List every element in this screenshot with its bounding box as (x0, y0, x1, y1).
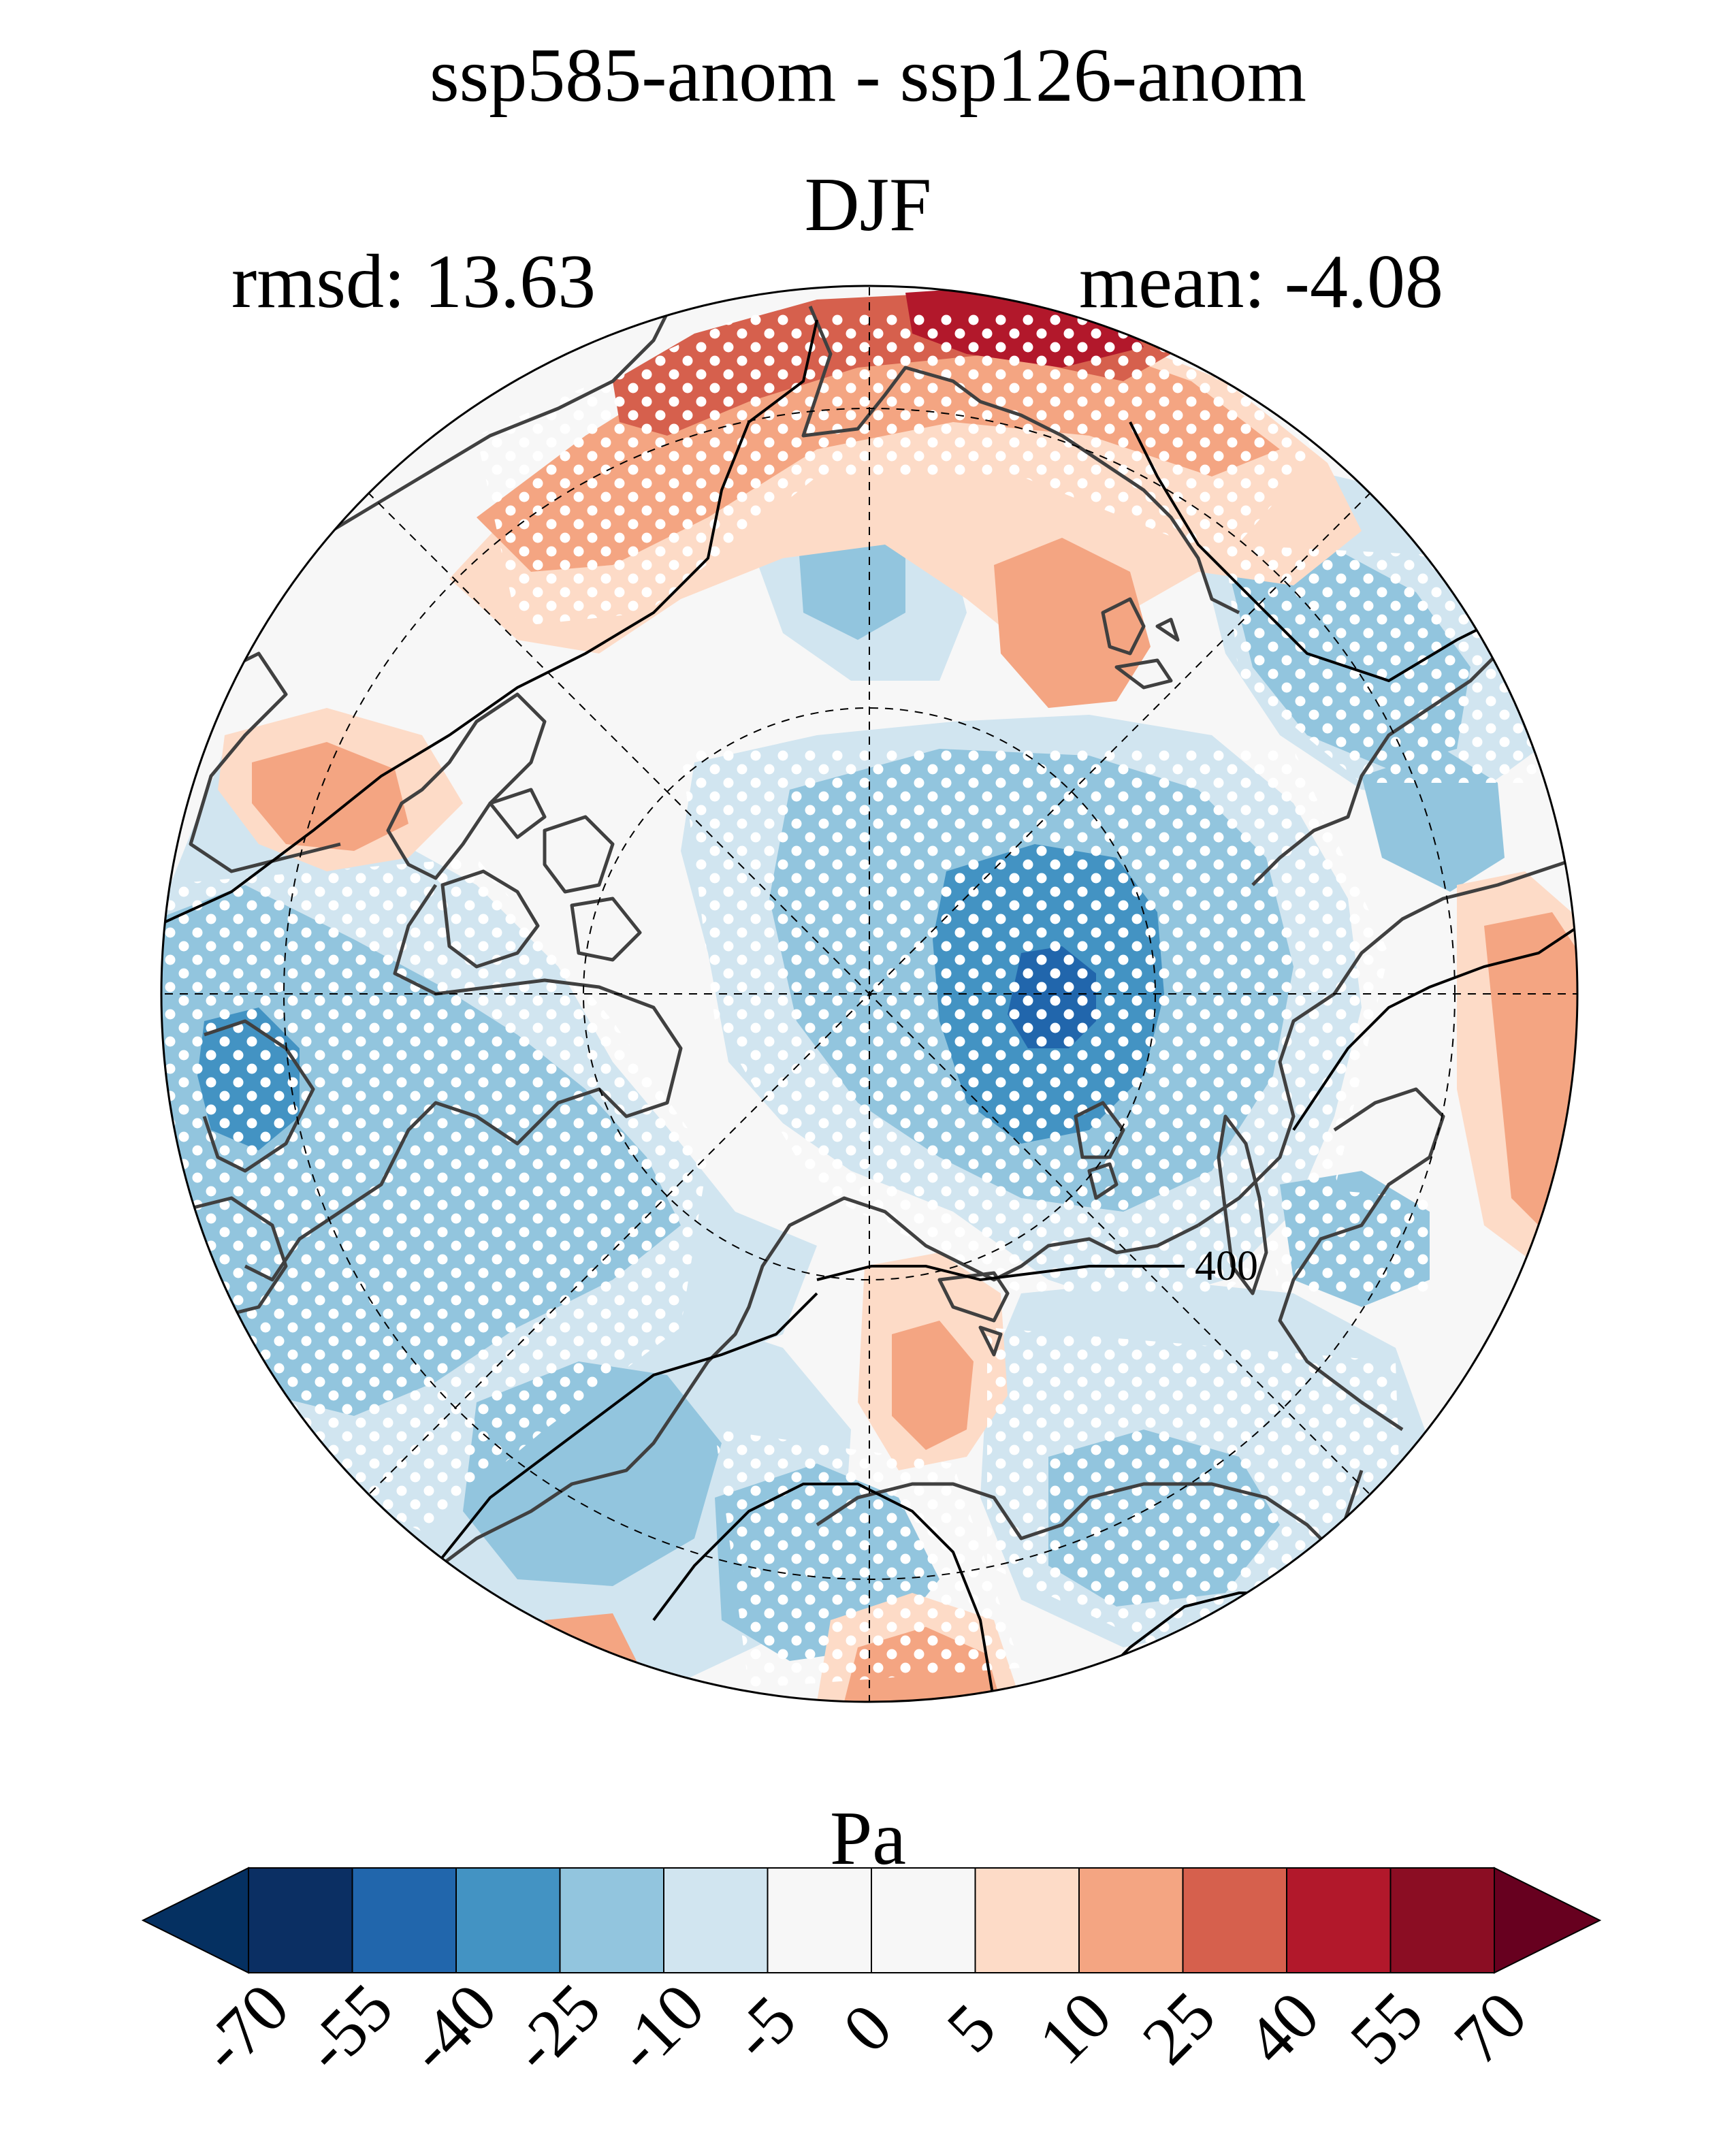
colorbar-tick-label: -5 (717, 1981, 810, 2074)
coastline-scandinavia (1251, 638, 1539, 886)
stipple-overlay (161, 313, 1539, 1688)
colorbar-extend-max (1494, 1867, 1602, 1974)
contour-400-bottom (652, 1483, 995, 1702)
colorbar-cell (1389, 1867, 1495, 1973)
colorbar-cell (351, 1867, 457, 1973)
rmsd-label: rmsd: 13.63 (231, 240, 596, 324)
colorbar-tick-label: -25 (497, 1969, 615, 2087)
colorbar-cell (1182, 1867, 1287, 1973)
colorbar-tick-label: 5 (933, 1989, 1010, 2067)
colorbar-tick-label: -10 (601, 1969, 719, 2087)
season-label: DJF (804, 163, 932, 247)
field-weak-positive-east (1484, 912, 1577, 1239)
colorbar-cell (248, 1867, 353, 1973)
field-weak-positive-northeast (994, 538, 1151, 708)
colorbar-cell (1286, 1867, 1392, 1973)
coastline-alaska (176, 1019, 315, 1323)
contour-label-400: 400 (1195, 1243, 1258, 1289)
contour-400-north (161, 319, 818, 927)
graticule (161, 286, 1577, 1702)
coastline-canadian-archipelago (440, 788, 642, 969)
contour-400-southwest (380, 1292, 818, 1621)
map-boundary (160, 285, 1579, 1703)
field-weak-negative-east (1362, 749, 1505, 892)
contour-lines (161, 319, 1577, 1702)
colorbar-cell (455, 1867, 561, 1973)
colorbar-extend-min (141, 1867, 249, 1974)
coastline-svalbard (1074, 1101, 1125, 1200)
colorbar-units: Pa (830, 1796, 906, 1881)
anomaly-field: 400 (161, 286, 1577, 1702)
colorbar: -70-55-40-25-10-5 0 5 10 25 40 55 70 (141, 1867, 1602, 2087)
mean-label: mean: -4.08 (1079, 240, 1443, 324)
coastlines (176, 306, 1577, 1621)
colorbar-tick-label: 55 (1336, 1977, 1437, 2078)
field-weak-positive-west (252, 742, 408, 851)
coastline-north-europe (801, 306, 1240, 615)
colorbar-cell (663, 1867, 769, 1973)
coastline-franz-josef (1101, 597, 1180, 690)
colorbar-cell (1078, 1867, 1184, 1973)
colorbar-tick-label: -70 (186, 1969, 304, 2087)
colorbar-cells (141, 1867, 1602, 1974)
coastline-east-asia (937, 1271, 1010, 1357)
contour-400-northeast (1129, 421, 1512, 683)
colorbar-tick-label: -40 (393, 1969, 511, 2087)
field-weak-positive-south (892, 1321, 974, 1450)
colorbar-cell (974, 1867, 1080, 1973)
colorbar-cell (767, 1867, 872, 1973)
colorbar-tick-labels: -70-55-40-25-10-5 0 5 10 25 40 55 70 (186, 1969, 1541, 2087)
coastline-novaya-zemlya (1217, 1114, 1268, 1295)
colorbar-tick-label: -55 (289, 1969, 407, 2087)
colorbar-tick-label: 40 (1232, 1977, 1333, 2078)
polar-map: 400 (160, 285, 1579, 1703)
coastline-siberia-south (380, 1196, 1200, 1621)
contour-400-south (816, 1265, 1185, 1282)
map-title: ssp585-anom - ssp126-anom (430, 33, 1306, 118)
meridian-135 (367, 491, 1372, 1496)
colorbar-tick-label: 0 (829, 1989, 906, 2067)
colorbar-cell (559, 1867, 664, 1973)
colorbar-tick-label: 25 (1128, 1977, 1229, 2078)
colorbar-tick-label: 70 (1439, 1977, 1541, 2078)
coastline-europe-east (1278, 1087, 1445, 1432)
colorbar-cell (871, 1867, 976, 1973)
contour-400-east (1292, 924, 1577, 1131)
colorbar-tick-label: 10 (1024, 1977, 1125, 2078)
